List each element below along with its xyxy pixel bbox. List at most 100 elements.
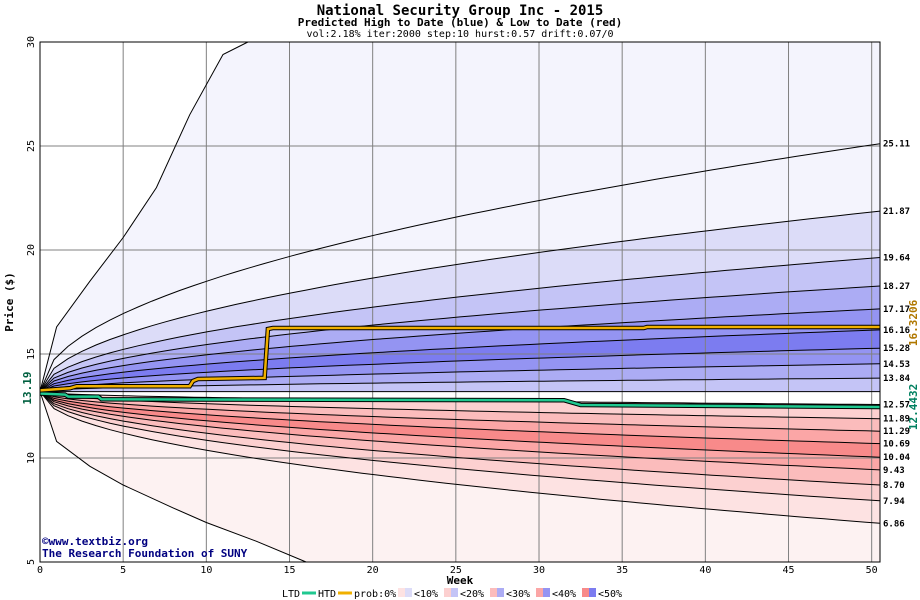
band-label-10.04: 10.04 bbox=[883, 453, 911, 463]
x-tick-30: 30 bbox=[533, 565, 545, 576]
boundary-14.53 bbox=[39, 363, 881, 393]
band-label-19.64: 19.64 bbox=[883, 253, 911, 263]
y-axis-label: Price ($) bbox=[3, 272, 16, 332]
htd-line bbox=[39, 325, 880, 392]
legend-prob-label: prob:0% bbox=[354, 589, 396, 600]
y-tick-30: 30 bbox=[26, 36, 37, 48]
legend-swatch-red-1 bbox=[444, 588, 451, 597]
x-tick-20: 20 bbox=[367, 565, 379, 576]
band-label-9.43: 9.43 bbox=[883, 466, 905, 476]
red-band-10.69 bbox=[40, 391, 880, 444]
boundary-18.27 bbox=[39, 285, 881, 392]
blue-band-13.84 bbox=[40, 378, 880, 392]
legend-item-1: <20% bbox=[460, 589, 484, 600]
y-tick-10: 10 bbox=[26, 452, 37, 464]
legend-swatch-blue-4 bbox=[589, 588, 596, 597]
red-band-7.94 bbox=[40, 391, 880, 501]
blue-band-18.27 bbox=[40, 286, 880, 392]
chart-params: vol:2.18% iter:2000 step:10 hurst:0.57 d… bbox=[306, 29, 613, 40]
legend-item-2: <30% bbox=[506, 589, 530, 600]
band-label-15.28: 15.28 bbox=[883, 344, 910, 354]
band-value-labels: 25.11 21.87 19.64 18.27 17.17 16.16 15.28 14.53… bbox=[883, 140, 911, 530]
boundary-15.28 bbox=[39, 347, 881, 393]
y-tick-20: 20 bbox=[26, 244, 37, 256]
band-label-8.70: 8.70 bbox=[883, 481, 905, 491]
credit-line-2: The Research Foundation of SUNY bbox=[42, 547, 248, 560]
band-label-25.11: 25.11 bbox=[883, 140, 910, 150]
x-tick-45: 45 bbox=[782, 565, 794, 576]
legend-swatch-red-0 bbox=[398, 588, 405, 597]
legend-swatch-blue-3 bbox=[543, 588, 550, 597]
boundary-16.16 bbox=[39, 329, 881, 393]
blue-band-19.64 bbox=[40, 257, 880, 392]
legend-item-0: <10% bbox=[414, 589, 438, 600]
band-label-12.57: 12.57 bbox=[883, 401, 910, 411]
y-tick-25: 25 bbox=[26, 140, 37, 152]
band-label-11.89: 11.89 bbox=[883, 415, 910, 425]
ltd-final-label: 12.4432 bbox=[907, 384, 920, 430]
outer-high-line bbox=[39, 41, 249, 392]
y-tick-5: 5 bbox=[26, 559, 37, 565]
legend-item-3: <40% bbox=[552, 589, 576, 600]
blue-band-17.17 bbox=[40, 308, 880, 392]
band-label-11.29: 11.29 bbox=[883, 427, 910, 437]
legend: LTD HTD prob:0% <10% <20% <30% <40% <50% bbox=[282, 588, 622, 600]
x-tick-0: 0 bbox=[37, 565, 43, 576]
htd-final-label: 16.3206 bbox=[907, 299, 920, 346]
band-label-6.86: 6.86 bbox=[883, 519, 905, 529]
boundary-10.69 bbox=[39, 391, 881, 445]
boundary-7.94 bbox=[39, 391, 881, 502]
boundary-8.70 bbox=[39, 391, 881, 486]
y-tick-15: 15 bbox=[26, 348, 37, 360]
boundary-10.04 bbox=[39, 391, 881, 458]
red-band-10.04 bbox=[40, 391, 880, 458]
x-tick-50: 50 bbox=[866, 565, 878, 576]
red-band-6.86 bbox=[40, 391, 880, 524]
probability-bands bbox=[40, 42, 880, 562]
x-axis-label: Week bbox=[447, 574, 474, 587]
x-tick-35: 35 bbox=[616, 565, 628, 576]
band-label-13.84: 13.84 bbox=[883, 374, 911, 384]
boundary-11.29 bbox=[39, 391, 881, 432]
x-tick-25: 25 bbox=[450, 565, 462, 576]
x-tick-5: 5 bbox=[120, 565, 126, 576]
boundary-21.87 bbox=[39, 210, 881, 392]
red-band-8.70 bbox=[40, 391, 880, 485]
legend-swatch-red-2 bbox=[490, 588, 497, 597]
band-label-10.69: 10.69 bbox=[883, 440, 910, 450]
boundary-6.86 bbox=[39, 391, 881, 524]
grid bbox=[40, 42, 880, 562]
legend-ltd-label: LTD bbox=[282, 589, 300, 600]
legend-swatch-red-3 bbox=[536, 588, 543, 597]
band-label-18.27: 18.27 bbox=[883, 282, 910, 292]
red-band-11.29 bbox=[40, 391, 880, 432]
chart-subtitle: Predicted High to Date (blue) & Low to D… bbox=[298, 16, 623, 29]
band-label-14.53: 14.53 bbox=[883, 360, 910, 370]
legend-swatch-red-4 bbox=[582, 588, 589, 597]
legend-swatch-blue-2 bbox=[497, 588, 504, 597]
blue-band-25.11 bbox=[40, 143, 880, 392]
x-tick-10: 10 bbox=[200, 565, 212, 576]
band-label-16.16: 16.16 bbox=[883, 326, 910, 336]
boundary-19.64 bbox=[39, 257, 881, 392]
boundary-17.17 bbox=[39, 308, 881, 392]
blue-band-21.87 bbox=[40, 211, 880, 392]
outer-low-line bbox=[39, 391, 307, 563]
ltd-line bbox=[39, 392, 881, 409]
red-band-9.43 bbox=[40, 391, 880, 470]
chart-title: National Security Group Inc - 2015 bbox=[317, 3, 604, 19]
boundary-11.89 bbox=[39, 391, 881, 420]
band-label-17.17: 17.17 bbox=[883, 305, 910, 315]
legend-htd-label: HTD bbox=[318, 589, 336, 600]
credit-line-1: ©www.textbiz.org bbox=[42, 535, 148, 548]
legend-swatch-blue-1 bbox=[451, 588, 458, 597]
boundary-25.11 bbox=[39, 143, 881, 392]
band-label-21.87: 21.87 bbox=[883, 207, 910, 217]
band-label-7.94: 7.94 bbox=[883, 497, 905, 507]
legend-item-4: <50% bbox=[598, 589, 622, 600]
to-date-lines bbox=[39, 324, 881, 410]
blue-band-15.28 bbox=[40, 348, 880, 392]
plot-frame bbox=[39, 41, 881, 563]
